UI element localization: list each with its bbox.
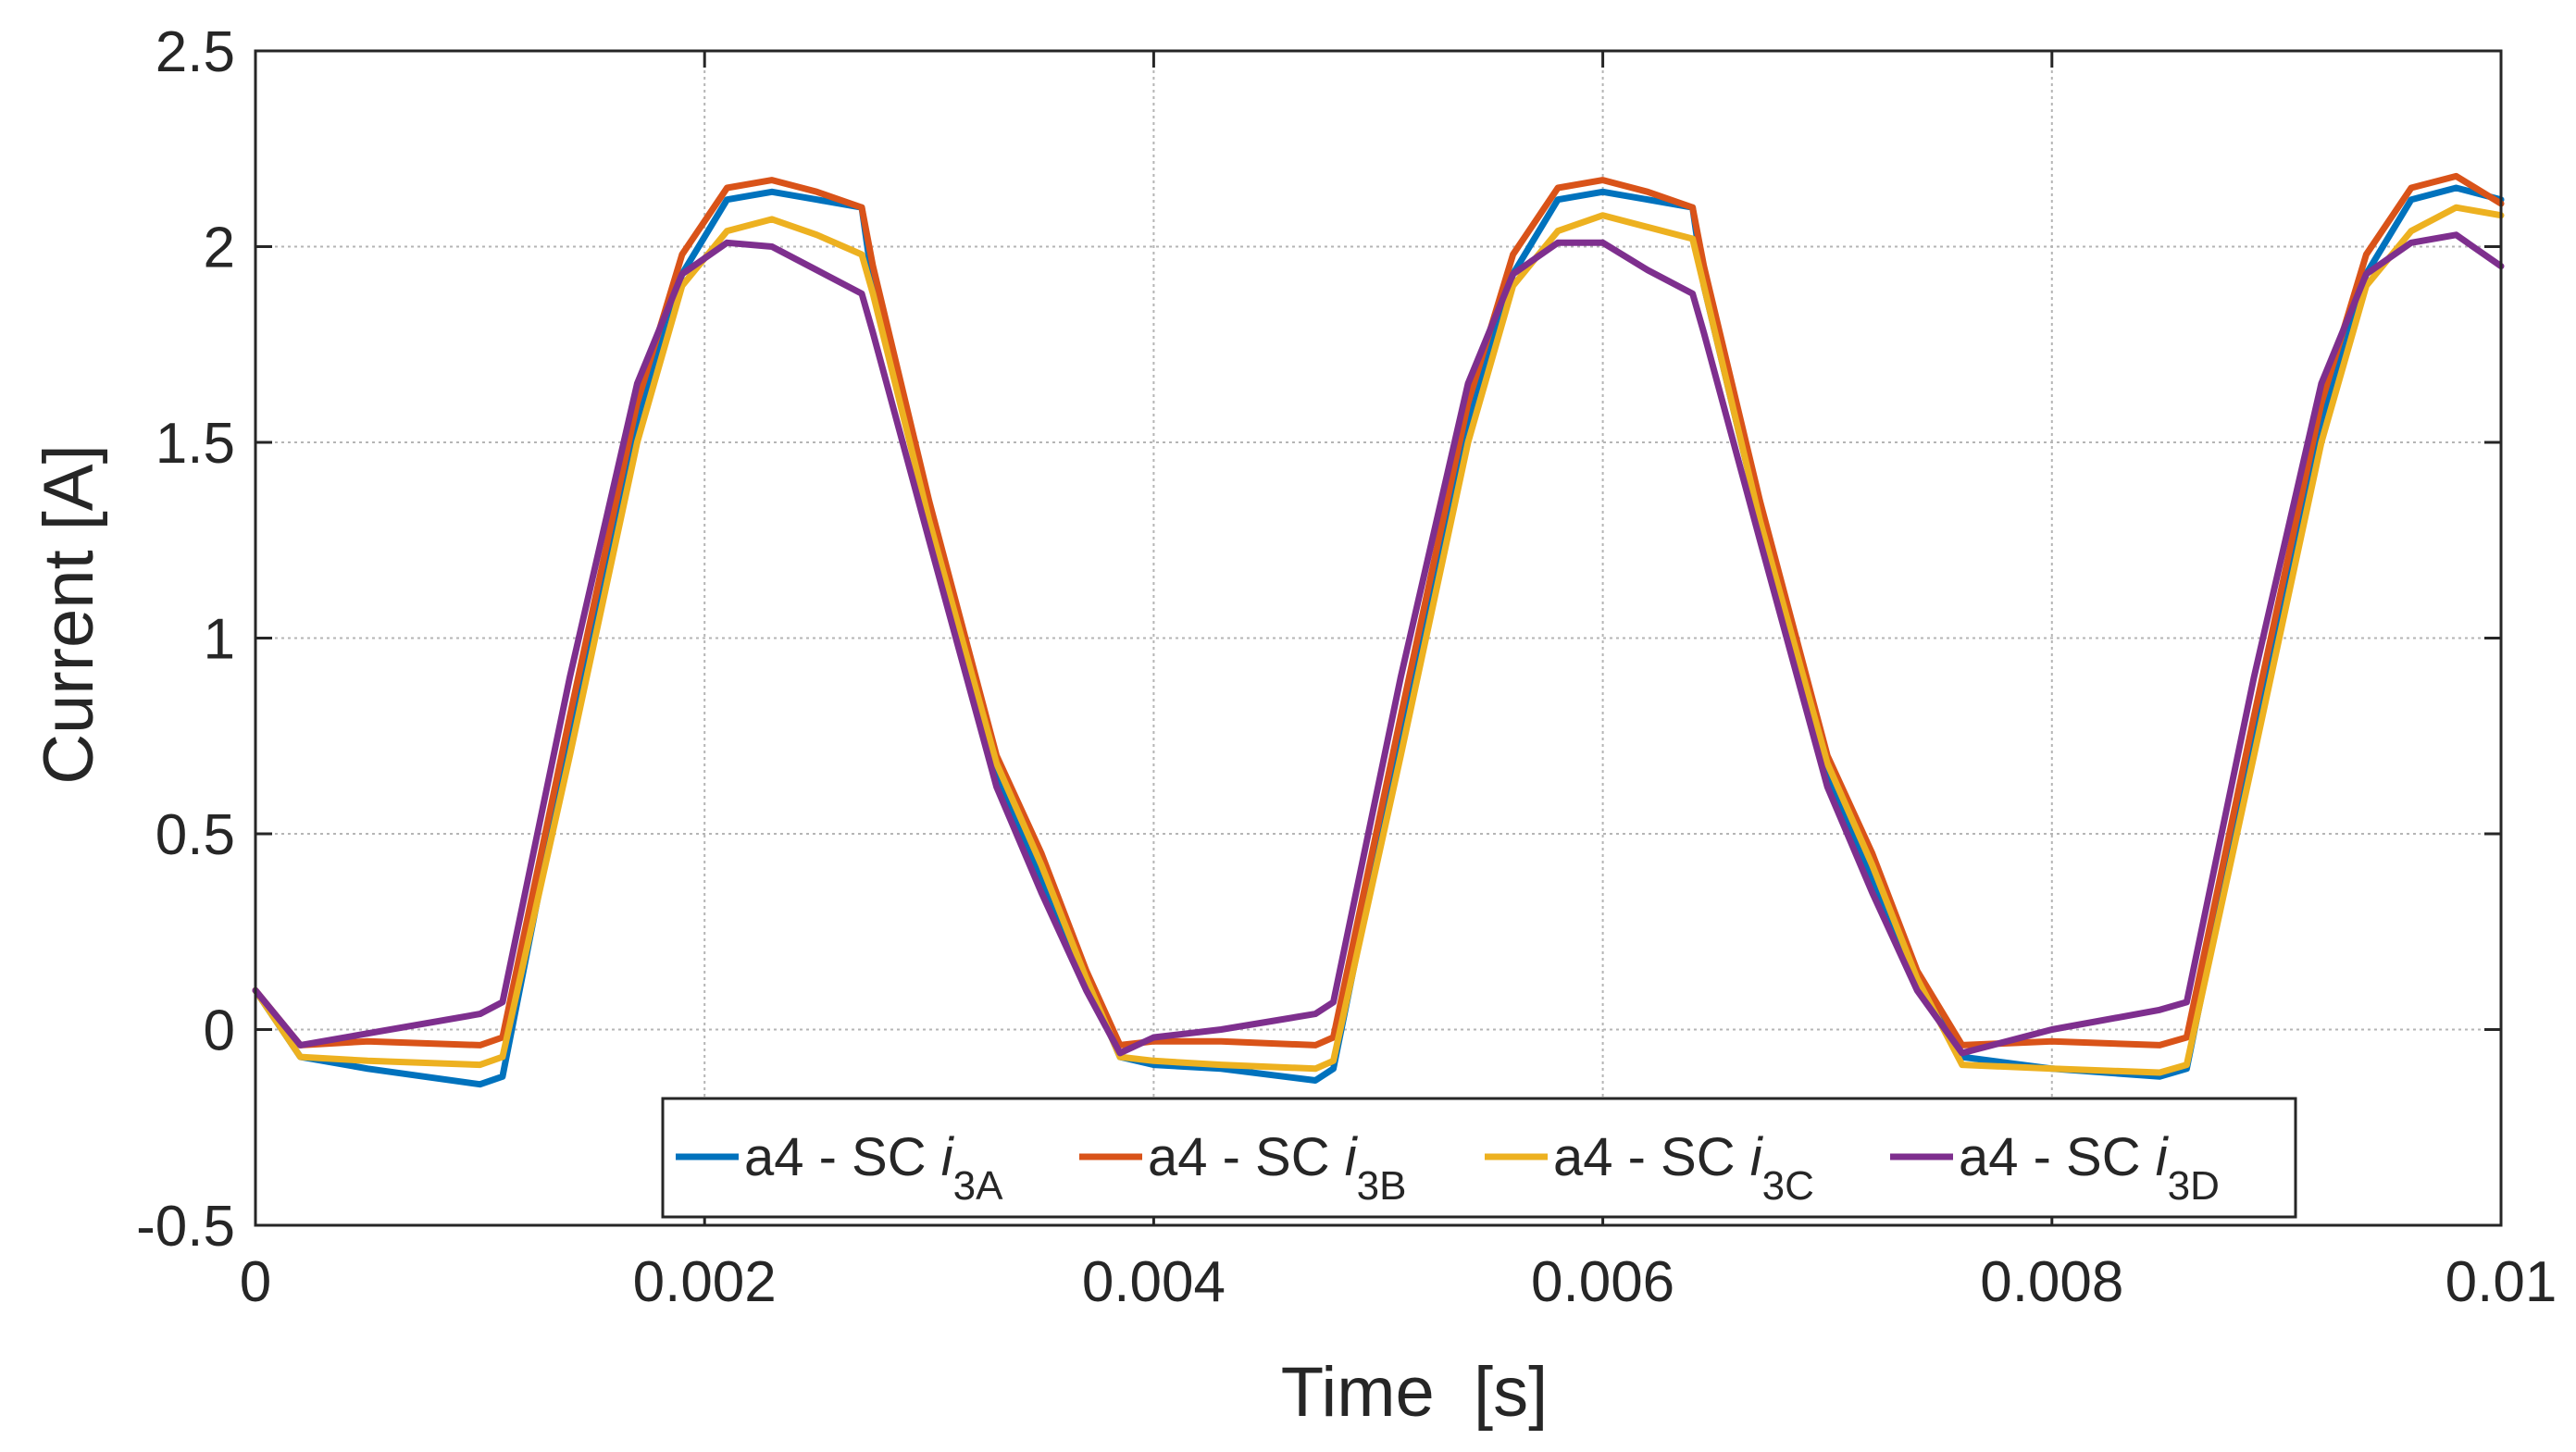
y-axis-title: Current [A] <box>30 444 108 784</box>
x-axis-title: Time [s] <box>1281 1353 1549 1432</box>
x-tick-label: 0.004 <box>1082 1250 1226 1314</box>
y-tick-label: 1.5 <box>156 412 235 476</box>
x-tick-label: 0 <box>240 1250 271 1314</box>
series-line-3b <box>252 172 2505 1049</box>
y-tick-label: 2.5 <box>156 20 235 84</box>
legend: a4 - SC i3A a4 - SC i3B a4 - SC i3C a4 - SC… <box>661 1097 2297 1219</box>
x-tick-label: 0.002 <box>633 1250 777 1314</box>
series-line-3c <box>252 204 2505 1076</box>
x-tick-label: 0.008 <box>1980 1250 2123 1314</box>
x-tick-labels: 0 0.002 0.004 0.006 0.008 0.01 <box>240 1250 2557 1314</box>
x-tick-label: 0.006 <box>1531 1250 1674 1314</box>
y-tick-label: 1 <box>204 608 235 672</box>
legend-box <box>661 1097 2297 1219</box>
legend-label-3d: a4 - SC i3D <box>1959 1127 2220 1209</box>
series-line-3d <box>252 231 2505 1057</box>
y-tick-labels: -0.5 0 0.5 1 1.5 2 2.5 <box>136 20 235 1259</box>
legend-label-3b: a4 - SC i3B <box>1148 1127 1406 1209</box>
legend-items: a4 - SC i3A a4 - SC i3B a4 - SC i3C a4 - SC… <box>676 1127 2220 1209</box>
legend-label-3a: a4 - SC i3A <box>744 1127 1003 1209</box>
legend-label-3c: a4 - SC i3C <box>1553 1127 1814 1209</box>
series-group <box>252 172 2505 1088</box>
y-tick-label: 0 <box>204 999 235 1063</box>
y-tick-label: 0.5 <box>156 803 235 867</box>
x-tick-label: 0.01 <box>2445 1250 2557 1314</box>
y-tick-label: 2 <box>204 217 235 280</box>
y-tick-label: -0.5 <box>136 1195 235 1259</box>
